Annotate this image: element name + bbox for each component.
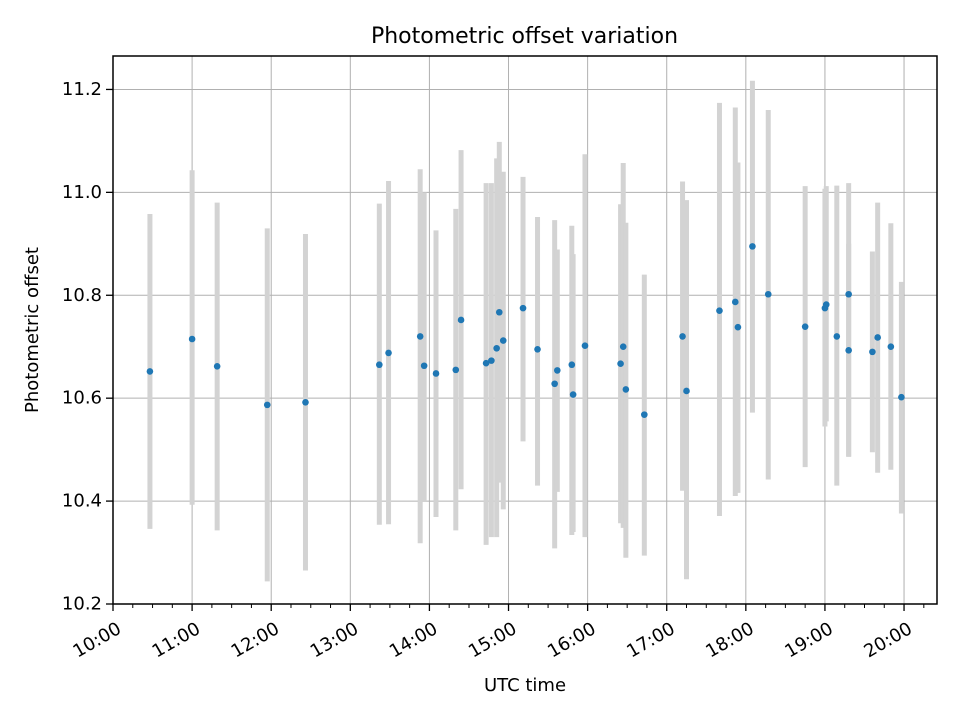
data-point	[146, 368, 154, 375]
data-point	[551, 380, 558, 388]
data-point	[887, 343, 895, 351]
data-point	[641, 411, 648, 418]
y-axis-ticks: 10.2 10.4 10.6 10.8 11.0 11.2	[62, 79, 113, 615]
x-axis-ticks: 10:00 11:00 12:00 13:00 14:00 15:00 16:00 17:00…	[69, 604, 925, 662]
data-point	[499, 337, 507, 344]
data-point	[617, 360, 624, 368]
data-point	[534, 345, 541, 353]
data-point	[482, 359, 490, 367]
data-point	[488, 357, 495, 364]
data-point	[822, 301, 830, 308]
x-tick-label: 13:00	[307, 618, 362, 662]
data-point	[845, 290, 852, 298]
data-point	[801, 323, 809, 330]
x-tick-label: 15:00	[465, 618, 520, 662]
data-point	[302, 398, 309, 406]
x-tick-label: 16:00	[544, 618, 599, 662]
x-tick-label: 14:00	[386, 618, 441, 662]
x-tick-label: 20:00	[861, 618, 916, 662]
y-tick-label: 11.2	[62, 79, 102, 100]
chart-title: Photometric offset variation	[371, 24, 678, 49]
data-point	[385, 349, 392, 357]
data-point	[731, 298, 739, 306]
plot-frame	[112, 55, 938, 605]
data-point	[569, 391, 577, 398]
data-point	[452, 366, 460, 374]
data-point	[457, 316, 465, 324]
data-point	[263, 401, 271, 409]
data-point	[432, 370, 440, 377]
data-point	[376, 361, 383, 369]
data-point	[716, 307, 723, 315]
data-point	[898, 393, 905, 401]
x-tick-label: 11:00	[149, 618, 204, 662]
y-tick-label: 10.6	[62, 388, 102, 409]
data-point	[833, 333, 841, 340]
y-axis-label: Photometric offset	[22, 247, 43, 413]
data-point	[188, 335, 196, 343]
x-tick-label: 12:00	[228, 618, 283, 662]
x-tick-label: 17:00	[623, 618, 678, 662]
data-point	[416, 333, 424, 340]
data-point	[581, 342, 589, 349]
data-point	[554, 367, 561, 374]
data-point	[845, 347, 852, 354]
x-tick-label: 18:00	[702, 618, 757, 662]
data-point	[519, 304, 527, 312]
data-point	[495, 308, 503, 316]
y-tick-label: 11.0	[62, 182, 102, 203]
data-point	[749, 243, 756, 250]
x-axis-label: UTC time	[484, 675, 566, 696]
data-point	[869, 348, 876, 356]
data-points	[146, 243, 905, 418]
x-tick-label: 19:00	[781, 618, 836, 662]
y-tick-label: 10.4	[62, 491, 102, 512]
data-point	[619, 343, 627, 351]
y-tick-label: 10.8	[62, 285, 102, 306]
x-tick-label: 10:00	[69, 618, 124, 662]
data-point	[764, 290, 772, 298]
data-point	[622, 386, 630, 393]
data-point	[679, 333, 686, 340]
data-point	[683, 387, 690, 395]
y-tick-label: 10.2	[62, 594, 102, 615]
data-point	[213, 362, 221, 370]
data-point	[493, 344, 500, 352]
data-point	[420, 362, 428, 370]
error-bars	[147, 80, 904, 582]
data-point	[568, 361, 576, 369]
data-point	[874, 334, 881, 341]
data-point	[734, 323, 742, 331]
